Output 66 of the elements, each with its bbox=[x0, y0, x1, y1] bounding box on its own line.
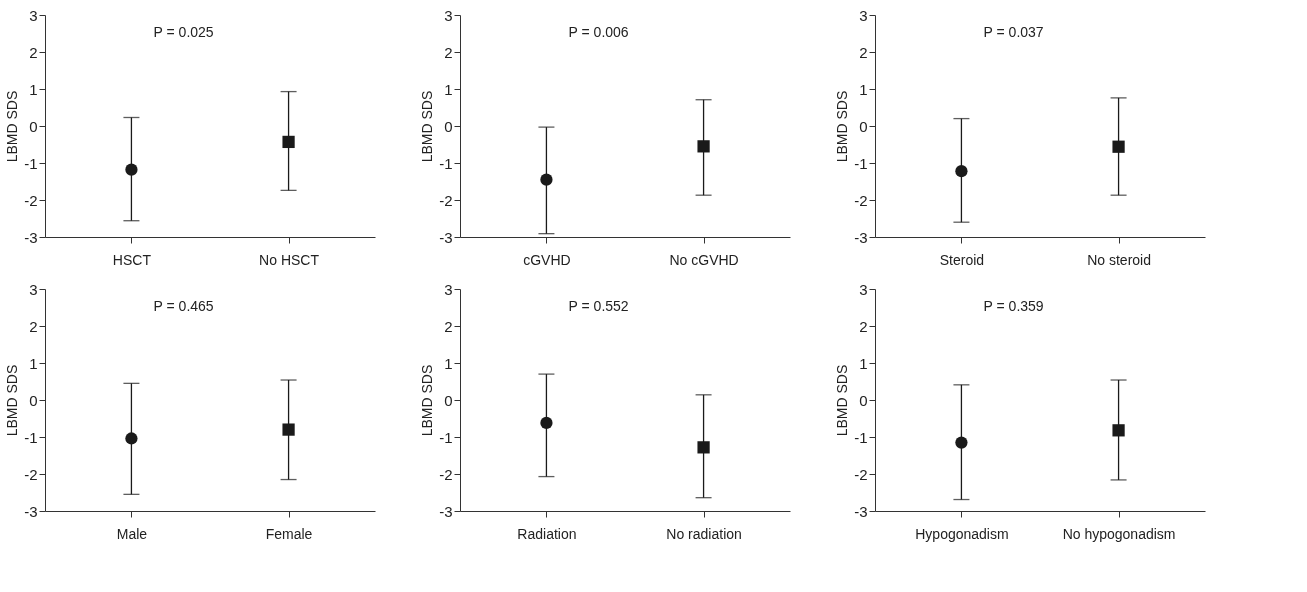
y-tick-label: -3 bbox=[24, 502, 38, 520]
x-tick-label: Radiation bbox=[517, 525, 577, 542]
annotation: P = 0.359 bbox=[983, 298, 1044, 314]
y-tick-label: 0 bbox=[444, 391, 453, 409]
x-tick-label: Steroid bbox=[939, 251, 985, 268]
y-tick-label: 2 bbox=[29, 317, 38, 335]
y-axis-title: LBMD SDS bbox=[4, 90, 21, 163]
y-tick-label: 1 bbox=[29, 354, 38, 372]
y-tick-label: -1 bbox=[24, 428, 38, 446]
x-tick-label: No steroid bbox=[1087, 251, 1151, 268]
y-tick-label: 0 bbox=[444, 117, 453, 135]
y-tick-label: -3 bbox=[854, 502, 868, 520]
y-axis-title: LBMD SDS bbox=[419, 90, 436, 163]
y-tick-label: -1 bbox=[854, 428, 868, 446]
y-axis-title: LBMD SDS bbox=[834, 364, 851, 437]
y-tick-label: 2 bbox=[444, 317, 453, 335]
y-tick-label: -1 bbox=[854, 154, 868, 172]
y-tick-label: 3 bbox=[859, 6, 868, 24]
y-axis-title: LBMD SDS bbox=[834, 90, 851, 163]
y-tick-label: 0 bbox=[859, 117, 868, 135]
y-tick-label: 1 bbox=[29, 80, 38, 98]
y-tick-label: 1 bbox=[444, 80, 453, 98]
y-axis-title: LBMD SDS bbox=[4, 364, 21, 437]
y-tick-label: 0 bbox=[29, 117, 38, 135]
y-tick-label: -3 bbox=[854, 228, 868, 246]
y-tick-label: 2 bbox=[859, 317, 868, 335]
y-tick-label: 1 bbox=[859, 80, 868, 98]
y-tick-label: 1 bbox=[444, 354, 453, 372]
y-axis-title: LBMD SDS bbox=[419, 364, 436, 437]
annotation: P = 0.025 bbox=[153, 24, 214, 40]
annotation: P = 0.552 bbox=[568, 298, 629, 314]
annotation: P = 0.037 bbox=[983, 24, 1044, 40]
y-tick-label: 1 bbox=[859, 354, 868, 372]
x-tick-label: No radiation bbox=[666, 525, 742, 542]
x-tick-label: No hypogonadism bbox=[1062, 525, 1176, 542]
y-tick-label: 2 bbox=[444, 43, 453, 61]
y-tick-label: -3 bbox=[439, 228, 453, 246]
x-tick-label: No HSCT bbox=[259, 251, 320, 268]
y-tick-label: 2 bbox=[29, 43, 38, 61]
y-tick-label: 3 bbox=[29, 6, 38, 24]
annotation: P = 0.006 bbox=[568, 24, 629, 40]
y-tick-label: 3 bbox=[859, 280, 868, 298]
x-tick-label: Hypogonadism bbox=[915, 525, 1009, 542]
y-tick-label: 2 bbox=[859, 43, 868, 61]
y-tick-label: -2 bbox=[439, 191, 453, 209]
y-tick-label: 0 bbox=[29, 391, 38, 409]
y-tick-label: -2 bbox=[24, 191, 38, 209]
y-tick-label: -2 bbox=[854, 465, 868, 483]
y-tick-label: -1 bbox=[439, 154, 453, 172]
y-tick-label: 3 bbox=[444, 6, 453, 24]
x-tick-label: Male bbox=[116, 525, 148, 542]
y-tick-label: 0 bbox=[859, 391, 868, 409]
x-tick-label: Female bbox=[265, 525, 313, 542]
y-tick-label: -2 bbox=[854, 191, 868, 209]
y-tick-label: -1 bbox=[439, 428, 453, 446]
y-tick-label: -3 bbox=[24, 228, 38, 246]
y-tick-label: -1 bbox=[24, 154, 38, 172]
x-tick-label: HSCT bbox=[112, 251, 152, 268]
annotation: P = 0.465 bbox=[153, 298, 214, 314]
y-tick-label: -3 bbox=[439, 502, 453, 520]
y-tick-label: -2 bbox=[24, 465, 38, 483]
x-tick-label: No cGVHD bbox=[669, 251, 739, 268]
x-tick-label: cGVHD bbox=[523, 251, 571, 268]
y-tick-label: -2 bbox=[439, 465, 453, 483]
y-tick-label: 3 bbox=[29, 280, 38, 298]
y-tick-label: 3 bbox=[444, 280, 453, 298]
